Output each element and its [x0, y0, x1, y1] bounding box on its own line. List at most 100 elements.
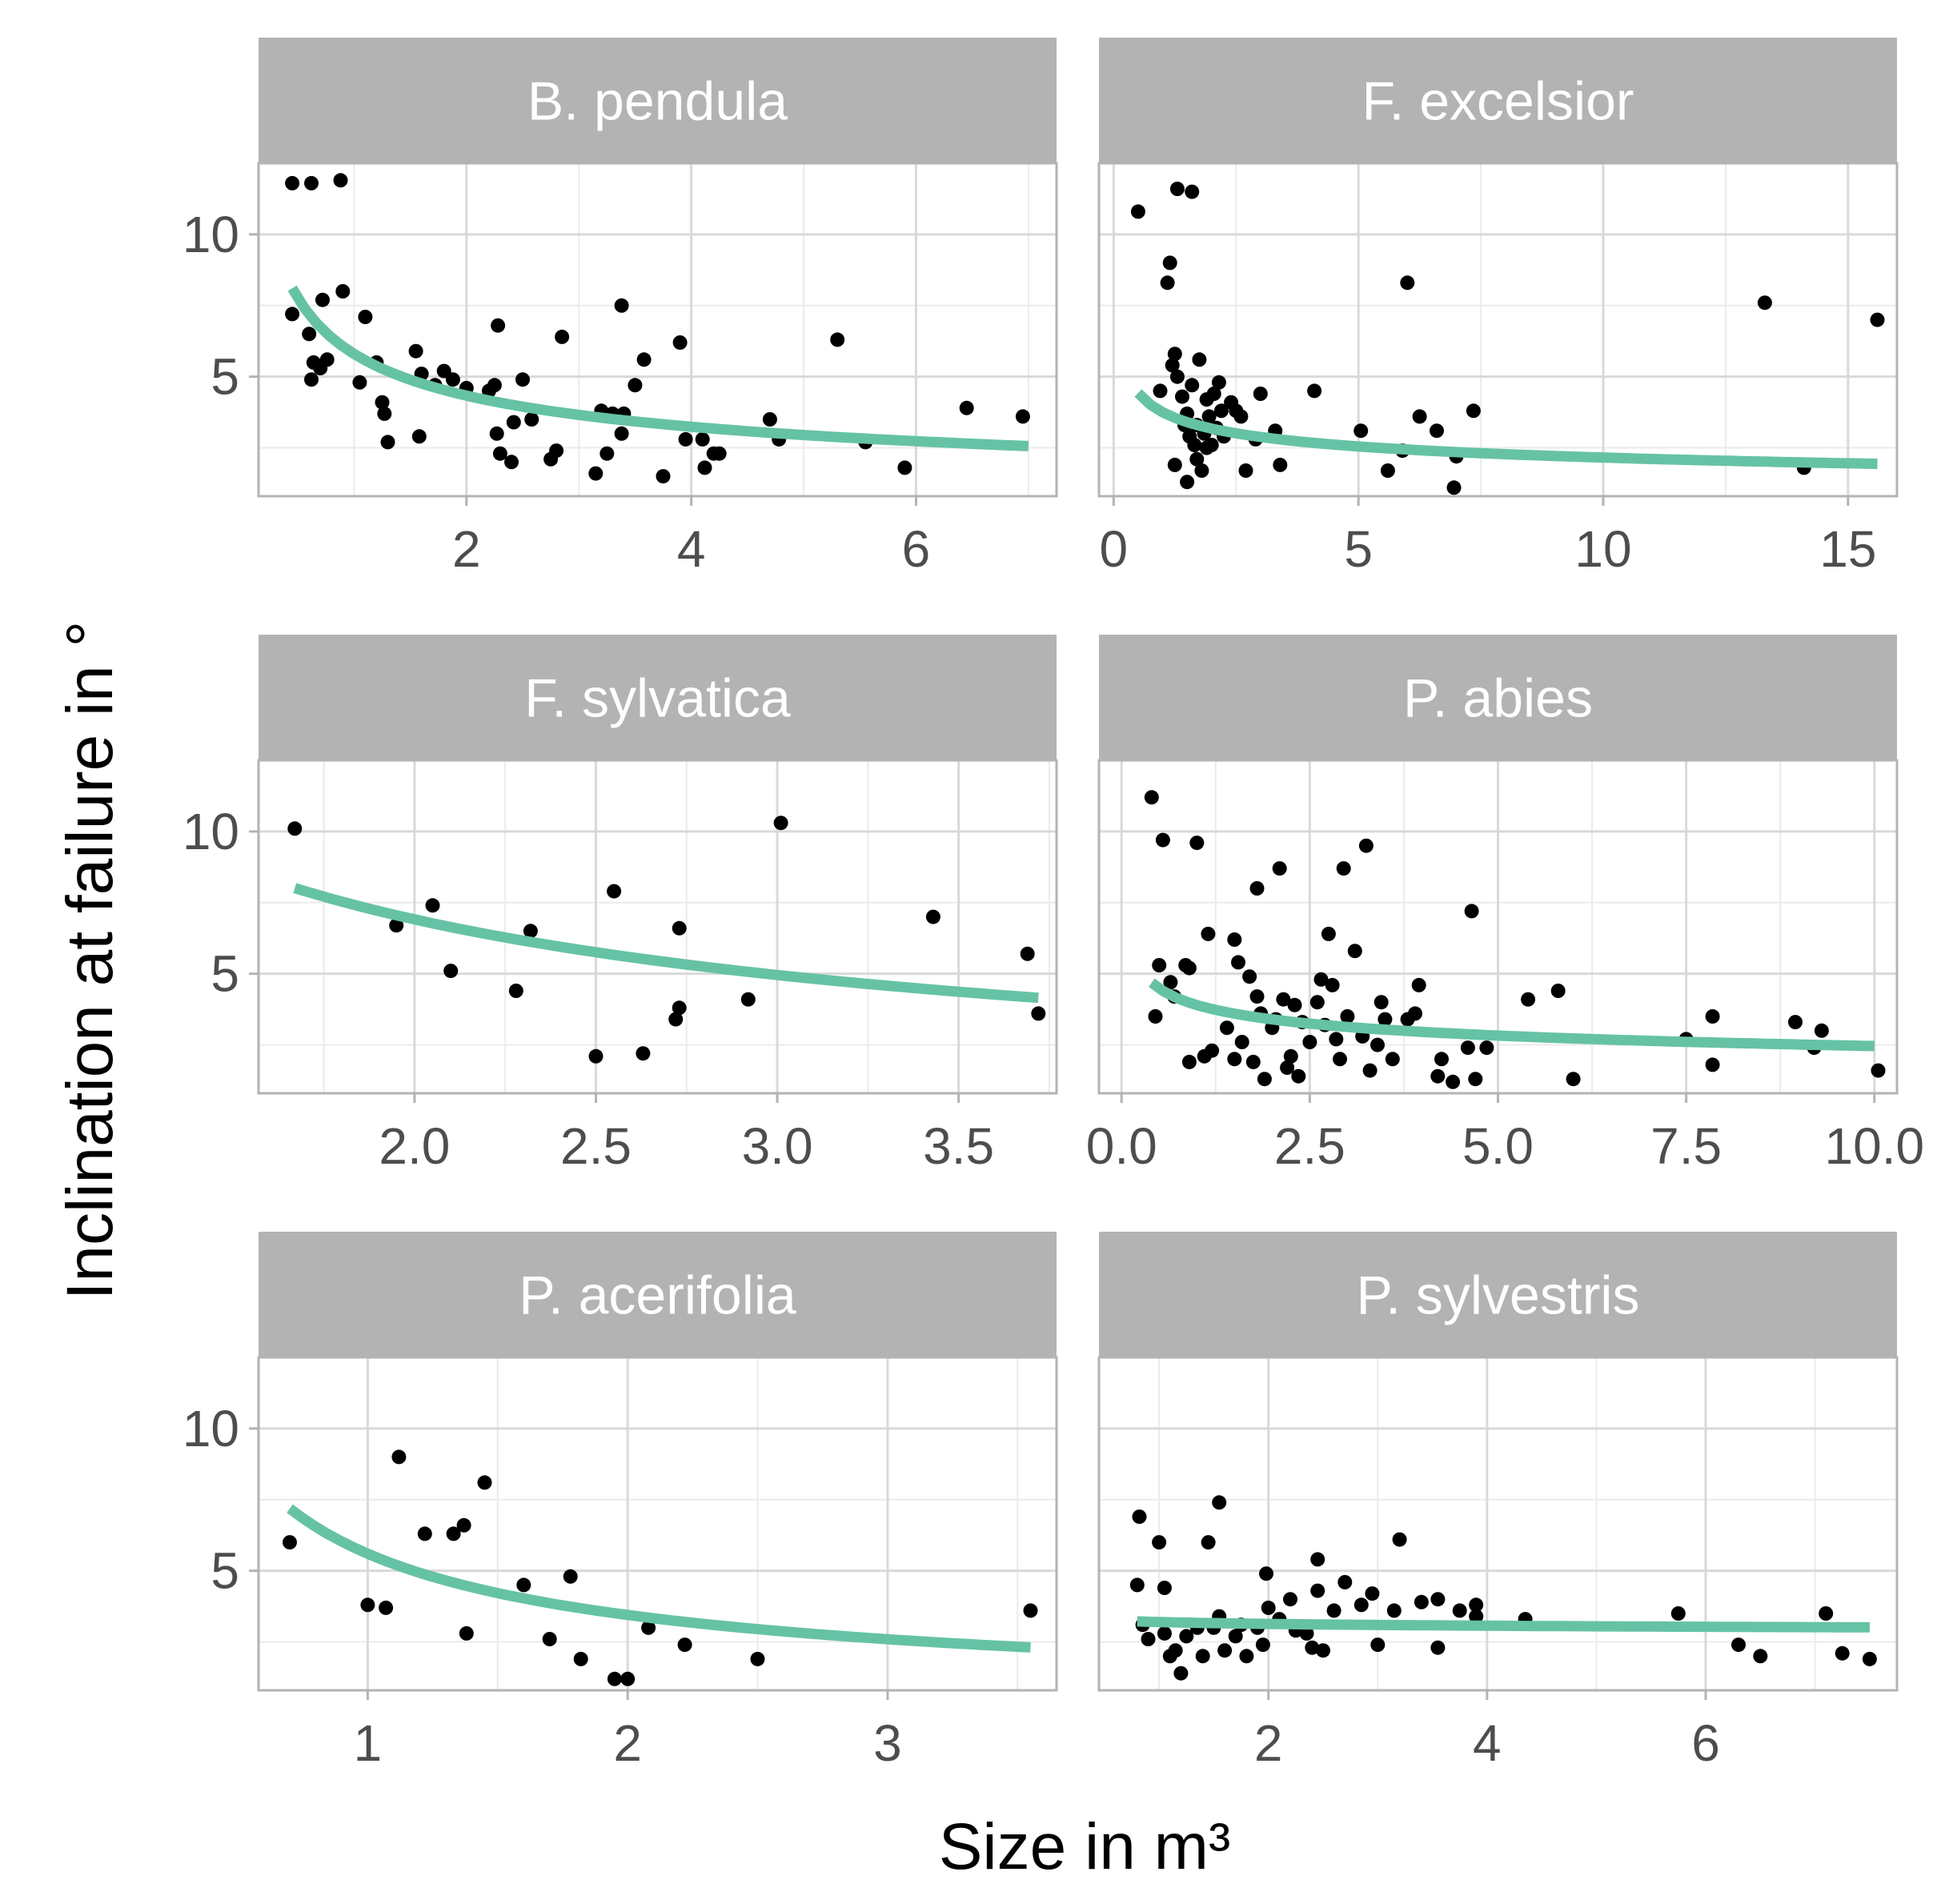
data-point — [1180, 475, 1195, 490]
data-point — [1305, 1640, 1320, 1655]
data-point — [750, 1651, 765, 1666]
data-point — [555, 329, 570, 344]
data-point — [304, 175, 319, 190]
data-point — [1354, 1597, 1369, 1613]
data-point — [1430, 1592, 1446, 1607]
facet-strip — [1099, 1232, 1897, 1357]
data-point — [408, 343, 423, 359]
x-tick-label: 6 — [1691, 1714, 1720, 1772]
data-point — [333, 173, 348, 188]
data-point — [358, 310, 373, 324]
data-point — [302, 327, 317, 342]
data-point — [1430, 1640, 1446, 1655]
data-point — [360, 1597, 375, 1613]
data-point — [1430, 423, 1444, 439]
fit-line — [293, 883, 1039, 1004]
data-point — [391, 1449, 407, 1465]
data-point — [549, 443, 564, 459]
data-point — [563, 1569, 578, 1584]
data-point — [1550, 984, 1566, 998]
data-point — [1287, 997, 1302, 1012]
y-tick-label: 10 — [182, 206, 239, 263]
facet-strip-label: F. sylvatica — [524, 668, 791, 729]
data-point — [678, 431, 693, 447]
fit-line — [287, 1504, 1031, 1653]
data-point — [1757, 295, 1772, 311]
data-point — [1326, 1603, 1341, 1618]
data-point — [1249, 881, 1265, 896]
data-point — [1313, 972, 1329, 987]
data-point — [600, 446, 615, 461]
data-point — [1374, 995, 1389, 1010]
data-point — [1273, 457, 1288, 472]
panel-p-abies: P. abies 0.0 2.5 5.0 7.5 10.0 — [1086, 635, 1924, 1175]
data-point — [377, 406, 392, 421]
data-point — [380, 435, 395, 450]
data-point — [1031, 1006, 1046, 1021]
data-point — [1385, 1052, 1400, 1067]
data-point — [315, 292, 330, 307]
data-point — [1195, 1649, 1210, 1664]
facet-strip-label: B. pendula — [527, 71, 788, 132]
data-point — [1238, 463, 1253, 478]
x-tick-label: 2 — [1254, 1714, 1283, 1772]
data-point — [446, 1526, 461, 1541]
data-point — [477, 1475, 492, 1490]
data-point — [1023, 1603, 1038, 1618]
data-point — [1185, 378, 1200, 393]
data-point — [445, 372, 460, 387]
data-point — [1871, 1063, 1886, 1078]
x-tick-label: 3.0 — [742, 1117, 813, 1175]
data-point — [352, 375, 367, 390]
data-point — [504, 455, 519, 470]
data-point — [1362, 1063, 1378, 1078]
data-point — [1464, 904, 1479, 919]
data-point — [1167, 457, 1182, 472]
data-point — [614, 298, 629, 313]
data-point — [1175, 389, 1189, 404]
data-point — [1201, 926, 1216, 941]
data-point — [285, 307, 300, 322]
data-point — [1325, 977, 1340, 992]
data-point — [672, 1000, 687, 1016]
panel-background — [1099, 1357, 1897, 1690]
data-point — [1167, 347, 1182, 362]
data-point — [523, 924, 538, 939]
data-point — [1336, 861, 1351, 876]
data-point — [1521, 992, 1536, 1007]
data-point — [672, 335, 688, 350]
data-point — [1283, 1048, 1298, 1064]
data-point — [1380, 463, 1395, 478]
data-point — [588, 466, 604, 481]
data-point — [1020, 946, 1035, 961]
data-point — [1412, 409, 1427, 424]
data-point — [1392, 1532, 1407, 1547]
y-tick-label: 5 — [211, 348, 239, 406]
data-point — [1239, 1649, 1254, 1664]
data-point — [641, 1620, 656, 1635]
data-point — [491, 318, 506, 333]
data-point — [1132, 1509, 1147, 1525]
x-tick-label: 4 — [677, 520, 706, 578]
data-point — [1434, 1052, 1449, 1067]
data-point — [1212, 1495, 1227, 1510]
data-point — [516, 1577, 531, 1593]
data-point — [1205, 1043, 1220, 1058]
data-point — [1365, 1586, 1380, 1601]
data-point — [1309, 995, 1325, 1010]
data-point — [335, 284, 351, 299]
data-point — [1370, 1037, 1385, 1052]
data-point — [1249, 989, 1265, 1004]
data-point — [1213, 403, 1229, 419]
data-point — [607, 884, 622, 899]
data-point — [287, 821, 303, 836]
data-point — [417, 1526, 432, 1541]
data-point — [1201, 1535, 1216, 1550]
data-point — [1307, 383, 1322, 399]
data-point — [489, 426, 504, 441]
data-point — [506, 415, 521, 430]
data-point — [1231, 955, 1245, 970]
data-point — [508, 984, 523, 998]
data-point — [1819, 1606, 1834, 1621]
